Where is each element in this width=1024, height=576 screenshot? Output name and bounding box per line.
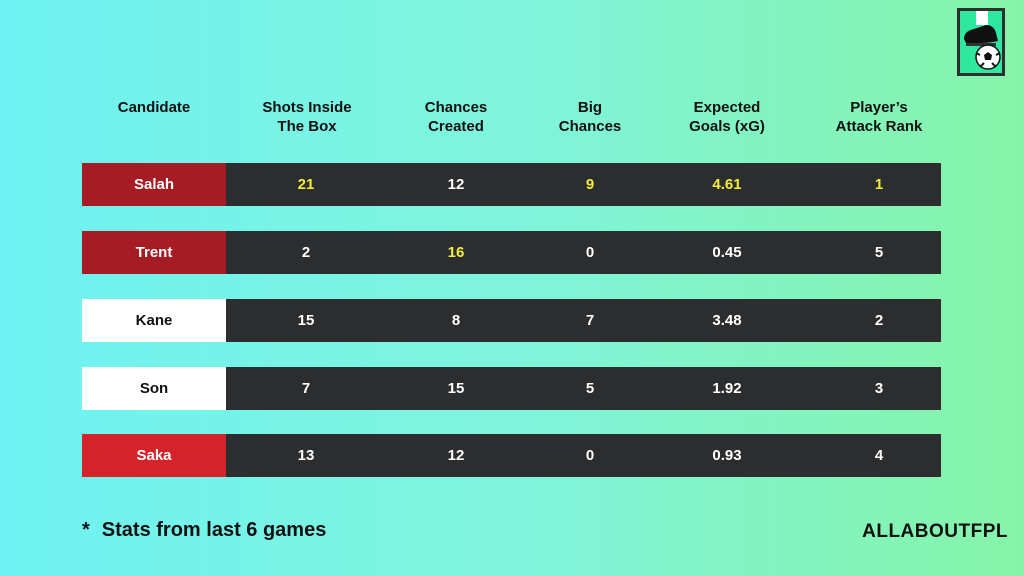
expected-goals-value: 3.48 [712, 312, 742, 329]
shots-inside-box-value: 2 [301, 244, 311, 261]
stats-bar: 7 15 5 1.92 3 [226, 367, 941, 410]
chances-created-value: 12 [447, 447, 465, 464]
header-chances-created: Chances Created [424, 99, 488, 135]
brand-wordmark: ALLABOUTFPL [862, 521, 1008, 542]
logo [957, 8, 1005, 76]
attack-rank-value: 3 [874, 380, 884, 397]
attack-rank-value: 4 [874, 447, 884, 464]
big-chances-value: 9 [585, 176, 595, 193]
candidate-name: Trent [82, 231, 226, 274]
header-big-chances: Big Chances [558, 99, 622, 135]
expected-goals-value: 4.61 [712, 176, 742, 193]
shots-inside-box-value: 15 [297, 312, 315, 329]
stats-bar: 2 16 0 0.45 5 [226, 231, 941, 274]
table-row: Son 7 15 5 1.92 3 [82, 367, 941, 410]
shots-inside-box-value: 13 [297, 447, 315, 464]
chances-created-value: 16 [447, 244, 465, 261]
header-shots-inside-box: Shots Inside The Box [262, 99, 352, 135]
expected-goals-value: 0.93 [712, 447, 742, 464]
header-expected-goals: Expected Goals (xG) [689, 99, 765, 135]
table-row: Saka 13 12 0 0.93 4 [82, 434, 941, 477]
footnote: * Stats from last 6 games [82, 519, 326, 542]
candidate-name: Kane [82, 299, 226, 342]
table-row: Kane 15 8 7 3.48 2 [82, 299, 941, 342]
candidate-name: Saka [82, 434, 226, 477]
footnote-asterisk: * [82, 519, 90, 541]
chances-created-value: 8 [451, 312, 461, 329]
chances-created-value: 12 [447, 176, 465, 193]
stats-bar: 21 12 9 4.61 1 [226, 163, 941, 206]
table-header: Candidate Shots Inside The Box Chances C… [0, 98, 1024, 142]
expected-goals-value: 1.92 [712, 380, 742, 397]
attack-rank-value: 2 [874, 312, 884, 329]
attack-rank-value: 5 [874, 244, 884, 261]
big-chances-value: 7 [585, 312, 595, 329]
expected-goals-value: 0.45 [712, 244, 742, 261]
shots-inside-box-value: 21 [297, 176, 315, 193]
boot-and-ball-icon [964, 11, 1001, 70]
attack-rank-value: 1 [874, 176, 884, 193]
big-chances-value: 5 [585, 380, 595, 397]
big-chances-value: 0 [585, 447, 595, 464]
candidate-name: Salah [82, 163, 226, 206]
footnote-text: Stats from last 6 games [101, 519, 327, 541]
candidate-name: Son [82, 367, 226, 410]
header-attack-rank: Player’s Attack Rank [835, 99, 923, 135]
shots-inside-box-value: 7 [301, 380, 311, 397]
table-row: Salah 21 12 9 4.61 1 [82, 163, 941, 206]
chances-created-value: 15 [447, 380, 465, 397]
header-candidate: Candidate [117, 99, 191, 116]
stats-bar: 13 12 0 0.93 4 [226, 434, 941, 477]
table-row: Trent 2 16 0 0.45 5 [82, 231, 941, 274]
stats-bar: 15 8 7 3.48 2 [226, 299, 941, 342]
big-chances-value: 0 [585, 244, 595, 261]
